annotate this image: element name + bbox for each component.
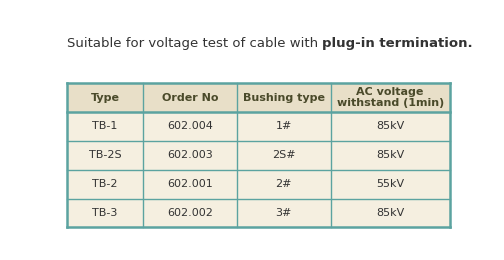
Text: Suitable for voltage test of cable with: Suitable for voltage test of cable with bbox=[67, 37, 322, 50]
Text: plug-in termination.: plug-in termination. bbox=[322, 37, 473, 50]
Text: TB-1: TB-1 bbox=[93, 121, 118, 132]
Text: 3#: 3# bbox=[276, 208, 292, 218]
Text: Bushing type: Bushing type bbox=[243, 93, 325, 103]
Text: 602.003: 602.003 bbox=[167, 150, 213, 160]
Text: 2#: 2# bbox=[276, 179, 292, 189]
Text: 602.004: 602.004 bbox=[167, 121, 213, 132]
Text: 602.002: 602.002 bbox=[167, 208, 213, 218]
Text: 1#: 1# bbox=[276, 121, 292, 132]
Text: TB-2: TB-2 bbox=[92, 179, 118, 189]
Text: Type: Type bbox=[91, 93, 119, 103]
Text: TB-2S: TB-2S bbox=[89, 150, 121, 160]
Text: 85kV: 85kV bbox=[376, 208, 404, 218]
Text: 55kV: 55kV bbox=[376, 179, 404, 189]
Text: 2S#: 2S# bbox=[272, 150, 296, 160]
Text: 85kV: 85kV bbox=[376, 121, 404, 132]
Text: 85kV: 85kV bbox=[376, 150, 404, 160]
Text: Order No: Order No bbox=[162, 93, 219, 103]
Text: AC voltage
withstand (1min): AC voltage withstand (1min) bbox=[337, 87, 444, 108]
Text: TB-3: TB-3 bbox=[93, 208, 118, 218]
Text: 602.001: 602.001 bbox=[167, 179, 213, 189]
